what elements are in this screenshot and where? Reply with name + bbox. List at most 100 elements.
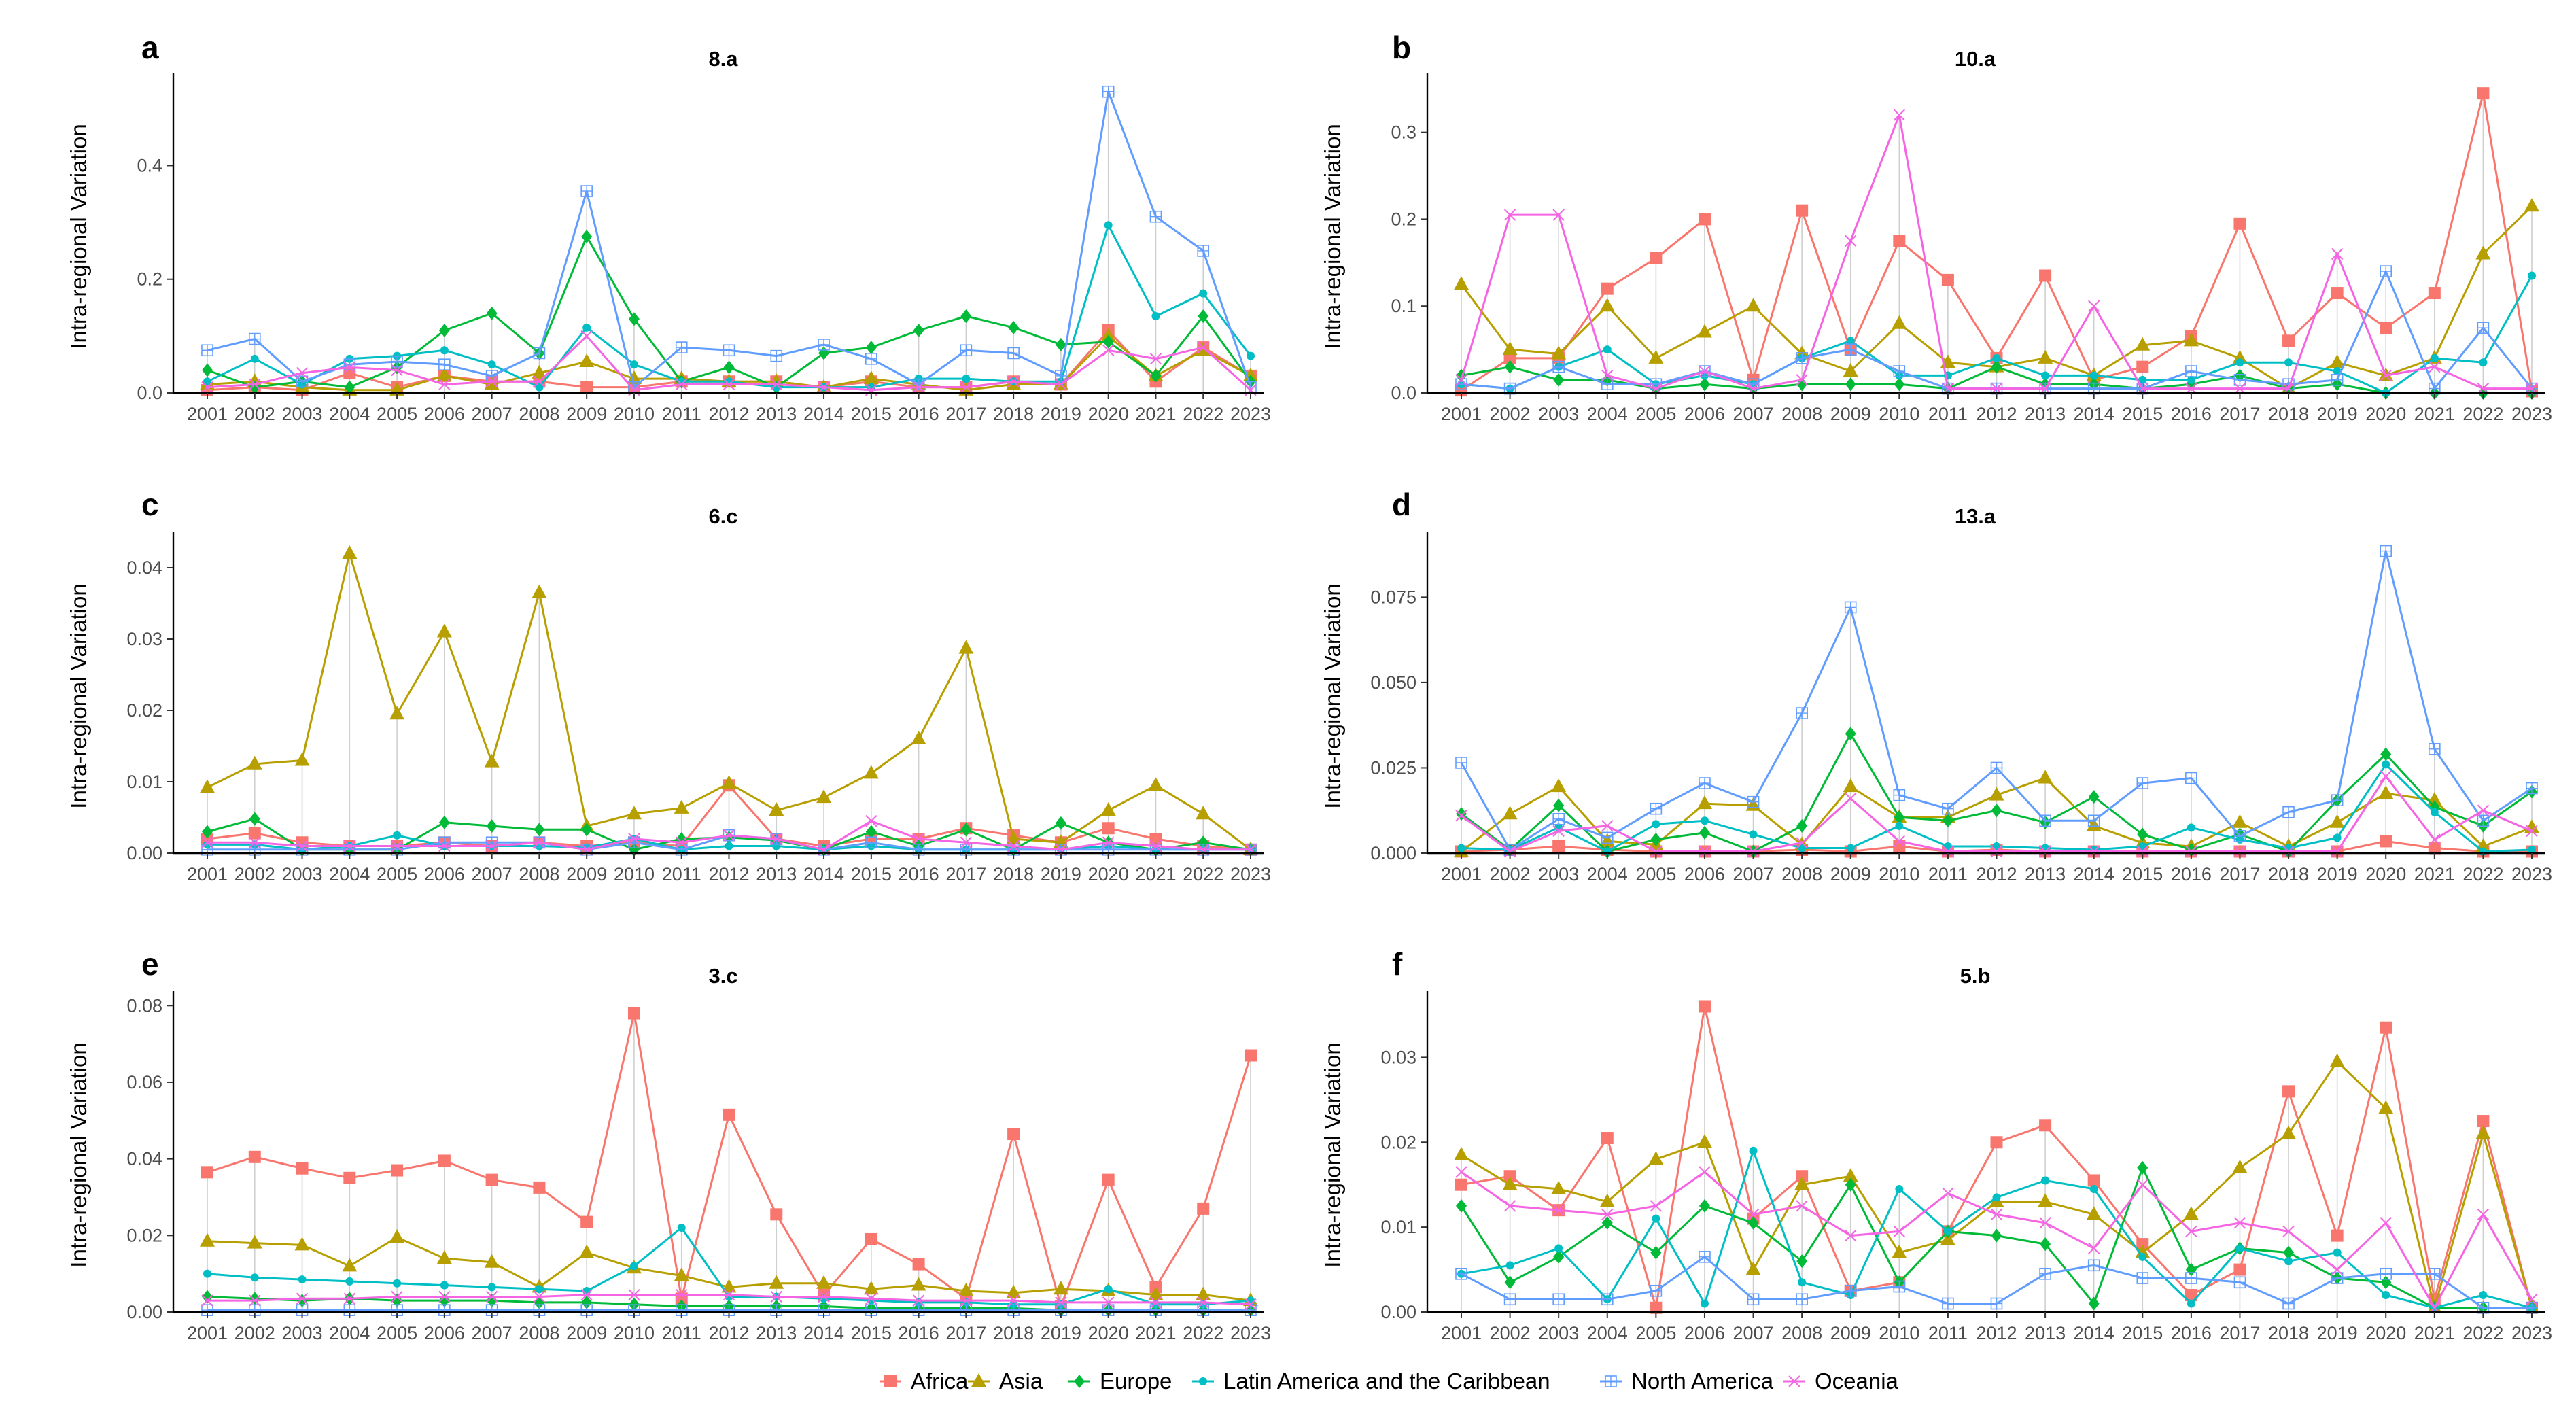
data-point bbox=[1102, 344, 1115, 356]
x-tick-label: 2022 bbox=[1183, 1323, 1223, 1343]
data-point bbox=[2284, 1257, 2293, 1266]
y-tick-label: 0.2 bbox=[137, 269, 162, 290]
data-point bbox=[1055, 370, 1067, 382]
data-point bbox=[2475, 1125, 2491, 1139]
data-point bbox=[2185, 1272, 2197, 1284]
data-point bbox=[2331, 845, 2344, 858]
data-point bbox=[2136, 1238, 2149, 1251]
data-point bbox=[865, 353, 877, 365]
data-point bbox=[2038, 1193, 2053, 1207]
data-point bbox=[1943, 1227, 1952, 1236]
data-point bbox=[1941, 273, 1954, 286]
data-point bbox=[1696, 795, 1712, 810]
y-tick-label: 0.075 bbox=[1370, 587, 1416, 607]
data-point bbox=[1990, 761, 2003, 774]
data-point bbox=[1006, 1284, 1022, 1298]
data-point bbox=[2183, 1206, 2199, 1220]
data-point bbox=[1893, 365, 1906, 377]
x-tick-label: 2008 bbox=[519, 864, 559, 884]
x-tick-label: 2014 bbox=[2074, 864, 2114, 884]
x-tick-label: 2014 bbox=[2074, 404, 2114, 424]
x-tick-label: 2001 bbox=[1441, 404, 1482, 424]
data-point bbox=[1055, 337, 1066, 351]
x-tick-label: 2006 bbox=[424, 1323, 465, 1343]
data-point bbox=[2430, 808, 2439, 816]
data-point bbox=[1843, 778, 1858, 793]
data-point bbox=[912, 381, 925, 394]
data-point bbox=[1652, 1214, 1660, 1223]
data-point bbox=[962, 375, 971, 383]
data-point bbox=[1650, 832, 1662, 846]
x-tick-label: 2021 bbox=[1135, 404, 1176, 424]
data-point bbox=[627, 1007, 640, 1020]
x-tick-label: 2020 bbox=[1088, 1323, 1129, 1343]
data-point bbox=[1148, 1286, 1164, 1300]
data-point bbox=[247, 755, 262, 770]
data-point bbox=[2135, 337, 2151, 351]
x-tick-label: 2018 bbox=[993, 864, 1034, 884]
y-tick-label: 0.000 bbox=[1370, 843, 1416, 863]
data-point bbox=[1942, 802, 1954, 815]
data-point bbox=[2039, 269, 2052, 282]
data-point bbox=[249, 836, 261, 848]
data-point bbox=[533, 1290, 546, 1303]
data-point bbox=[1552, 840, 1565, 852]
data-point bbox=[2526, 825, 2538, 838]
series-oceania bbox=[201, 330, 1257, 396]
data-point bbox=[1502, 806, 1518, 820]
x-tick-label: 2013 bbox=[2025, 404, 2066, 424]
data-point bbox=[2333, 1248, 2342, 1257]
x-tick-label: 2014 bbox=[803, 404, 844, 424]
x-tick-label: 2007 bbox=[472, 864, 512, 884]
data-point bbox=[201, 1294, 213, 1307]
x-tick-label: 2015 bbox=[2122, 864, 2163, 884]
x-tick-label: 2021 bbox=[2414, 404, 2455, 424]
x-tick-label: 2008 bbox=[519, 404, 559, 424]
data-point bbox=[2281, 1125, 2297, 1139]
data-point bbox=[723, 344, 735, 357]
data-point bbox=[2477, 322, 2490, 334]
legend-label: Africa bbox=[911, 1368, 969, 1394]
data-point bbox=[1149, 833, 1162, 845]
data-point bbox=[2477, 814, 2490, 827]
panel-title: 5.b bbox=[1960, 964, 1991, 988]
data-point bbox=[2136, 1272, 2149, 1284]
data-point bbox=[2232, 814, 2248, 828]
data-point bbox=[1846, 844, 1855, 852]
data-point bbox=[2089, 1184, 2098, 1193]
data-point bbox=[1601, 1215, 1613, 1230]
data-point bbox=[626, 806, 642, 820]
series-north-america bbox=[1455, 1251, 2538, 1314]
x-tick-label: 2015 bbox=[851, 1323, 892, 1343]
data-point bbox=[535, 383, 544, 392]
y-tick-label: 0.4 bbox=[137, 155, 162, 175]
x-tick-label: 2004 bbox=[329, 864, 370, 884]
data-point bbox=[676, 378, 688, 391]
x-tick-label: 2013 bbox=[756, 1323, 797, 1343]
data-point bbox=[1845, 792, 1857, 805]
data-point bbox=[2429, 833, 2441, 846]
data-point bbox=[484, 753, 500, 768]
data-point bbox=[1700, 816, 1709, 825]
panel-title: 10.a bbox=[1955, 47, 1996, 71]
data-point bbox=[343, 361, 356, 374]
data-point bbox=[960, 1294, 973, 1307]
data-point bbox=[1699, 845, 1711, 858]
data-point bbox=[486, 819, 498, 833]
series-oceania bbox=[1455, 1166, 2538, 1314]
data-point bbox=[816, 789, 832, 804]
legend-key-marker bbox=[1605, 1375, 1617, 1387]
data-point bbox=[249, 812, 260, 826]
data-point bbox=[532, 364, 547, 379]
data-point bbox=[2185, 1289, 2197, 1302]
data-point bbox=[1844, 1284, 1857, 1297]
x-tick-label: 2001 bbox=[187, 1323, 228, 1343]
data-point bbox=[2283, 1245, 2295, 1260]
legend-label: Latin America and the Caribbean bbox=[1223, 1368, 1550, 1394]
legend-label: Oceania bbox=[1815, 1368, 1899, 1394]
x-tick-label: 2005 bbox=[1635, 404, 1676, 424]
data-point bbox=[2333, 833, 2342, 842]
x-tick-label: 2010 bbox=[614, 864, 655, 884]
x-tick-label: 2011 bbox=[662, 404, 701, 424]
data-point bbox=[2087, 300, 2100, 312]
